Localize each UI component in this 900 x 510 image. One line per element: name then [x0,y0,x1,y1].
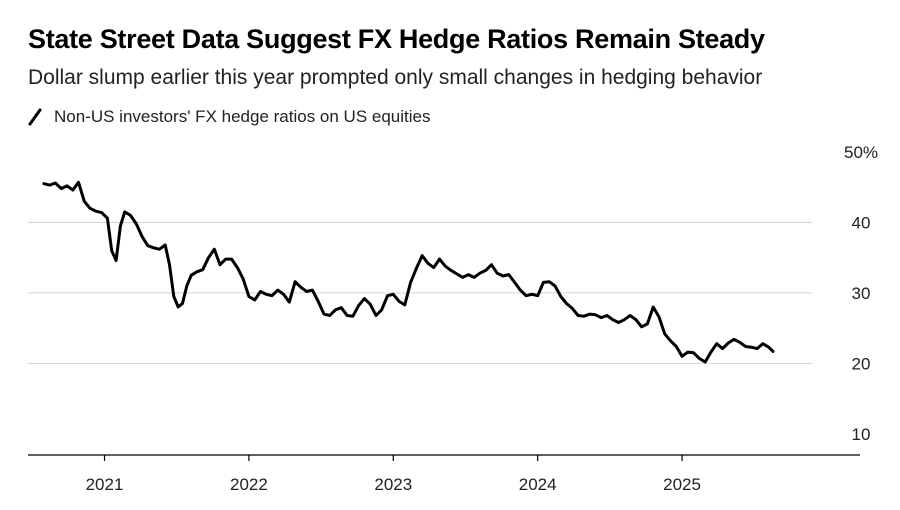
x-tick-label-2024: 2024 [519,475,557,494]
x-tick-label-2025: 2025 [663,475,701,494]
series-line-0 [42,180,775,364]
legend: Non-US investors' FX hedge ratios on US … [28,107,430,127]
y-tick-label-40: 40 [852,213,871,232]
y-tick-label-50: 50% [844,143,878,162]
legend-line-icon [28,108,42,126]
y-tick-label-20: 20 [852,354,871,373]
legend-label: Non-US investors' FX hedge ratios on US … [54,107,431,126]
chart-title: State Street Data Suggest FX Hedge Ratio… [28,24,765,54]
x-tick-label-2022: 2022 [230,475,268,494]
y-tick-label-30: 30 [852,284,871,303]
x-tick-label-2021: 2021 [86,475,124,494]
y-tick-label-10: 10 [852,425,871,444]
x-tick-label-2023: 2023 [374,475,412,494]
chart-subtitle: Dollar slump earlier this year prompted … [28,66,763,89]
